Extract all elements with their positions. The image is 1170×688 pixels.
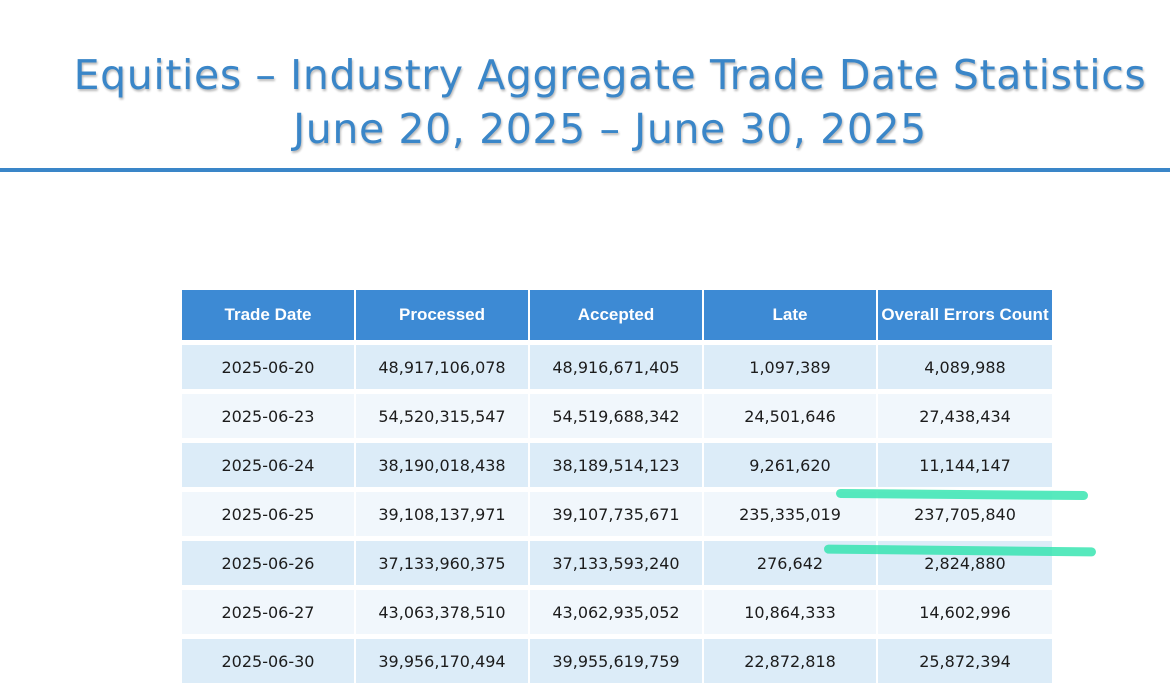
cell-processed: 48,917,106,078 (356, 345, 530, 394)
cell-overall-errors: 4,089,988 (878, 345, 1052, 394)
cell-accepted: 38,189,514,123 (530, 443, 704, 492)
cell-accepted: 54,519,688,342 (530, 394, 704, 443)
cell-processed: 54,520,315,547 (356, 394, 530, 443)
cell-trade-date: 2025-06-23 (182, 394, 356, 443)
table-row: 2025-06-30 39,956,170,494 39,955,619,759… (182, 639, 1052, 688)
header-overall-errors-count: Overall Errors Count (878, 290, 1052, 345)
cell-trade-date: 2025-06-26 (182, 541, 356, 590)
header-row: Trade Date Processed Accepted Late Overa… (182, 290, 1052, 345)
cell-late: 24,501,646 (704, 394, 878, 443)
cell-trade-date: 2025-06-27 (182, 590, 356, 639)
cell-processed: 43,063,378,510 (356, 590, 530, 639)
cell-overall-errors: 14,602,996 (878, 590, 1052, 639)
page-title: Equities – Industry Aggregate Trade Date… (0, 48, 1170, 156)
cell-late: 276,642 (704, 541, 878, 590)
table-row: 2025-06-27 43,063,378,510 43,062,935,052… (182, 590, 1052, 639)
title-divider (0, 168, 1170, 172)
header-processed: Processed (356, 290, 530, 345)
cell-processed: 39,108,137,971 (356, 492, 530, 541)
cell-overall-errors: 11,144,147 (878, 443, 1052, 492)
table-body: 2025-06-20 48,917,106,078 48,916,671,405… (182, 345, 1052, 688)
cell-processed: 37,133,960,375 (356, 541, 530, 590)
cell-late: 9,261,620 (704, 443, 878, 492)
table-row: 2025-06-20 48,917,106,078 48,916,671,405… (182, 345, 1052, 394)
title-main: Equities – Industry Aggregate Trade Date… (73, 51, 1147, 99)
cell-trade-date: 2025-06-30 (182, 639, 356, 688)
table-row: 2025-06-25 39,108,137,971 39,107,735,671… (182, 492, 1052, 541)
cell-late: 235,335,019 (704, 492, 878, 541)
cell-accepted: 37,133,593,240 (530, 541, 704, 590)
header-late: Late (704, 290, 878, 345)
header-trade-date: Trade Date (182, 290, 356, 345)
cell-accepted: 39,955,619,759 (530, 639, 704, 688)
trade-statistics-table: Trade Date Processed Accepted Late Overa… (182, 290, 1052, 688)
table-row: 2025-06-23 54,520,315,547 54,519,688,342… (182, 394, 1052, 443)
cell-accepted: 43,062,935,052 (530, 590, 704, 639)
title-date-range: June 20, 2025 – June 30, 2025 (293, 105, 927, 153)
cell-late: 10,864,333 (704, 590, 878, 639)
cell-trade-date: 2025-06-24 (182, 443, 356, 492)
table-row: 2025-06-26 37,133,960,375 37,133,593,240… (182, 541, 1052, 590)
cell-accepted: 39,107,735,671 (530, 492, 704, 541)
table-row: 2025-06-24 38,190,018,438 38,189,514,123… (182, 443, 1052, 492)
cell-accepted: 48,916,671,405 (530, 345, 704, 394)
cell-overall-errors: 237,705,840 (878, 492, 1052, 541)
cell-overall-errors: 27,438,434 (878, 394, 1052, 443)
cell-late: 22,872,818 (704, 639, 878, 688)
cell-processed: 38,190,018,438 (356, 443, 530, 492)
cell-trade-date: 2025-06-25 (182, 492, 356, 541)
table-header: Trade Date Processed Accepted Late Overa… (182, 290, 1052, 345)
cell-trade-date: 2025-06-20 (182, 345, 356, 394)
header-accepted: Accepted (530, 290, 704, 345)
cell-processed: 39,956,170,494 (356, 639, 530, 688)
cell-late: 1,097,389 (704, 345, 878, 394)
cell-overall-errors: 25,872,394 (878, 639, 1052, 688)
